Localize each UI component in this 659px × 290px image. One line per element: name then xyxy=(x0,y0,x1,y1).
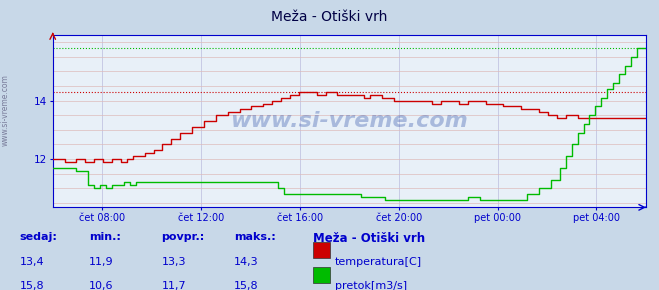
Text: 15,8: 15,8 xyxy=(20,281,44,290)
Text: povpr.:: povpr.: xyxy=(161,232,205,242)
Text: www.si-vreme.com: www.si-vreme.com xyxy=(1,74,10,146)
Text: maks.:: maks.: xyxy=(234,232,275,242)
Text: temperatura[C]: temperatura[C] xyxy=(335,257,422,267)
Text: 13,3: 13,3 xyxy=(161,257,186,267)
Text: pretok[m3/s]: pretok[m3/s] xyxy=(335,281,407,290)
Text: 10,6: 10,6 xyxy=(89,281,113,290)
Text: 13,4: 13,4 xyxy=(20,257,44,267)
Text: 14,3: 14,3 xyxy=(234,257,258,267)
Text: 11,9: 11,9 xyxy=(89,257,113,267)
Text: www.si-vreme.com: www.si-vreme.com xyxy=(231,111,468,131)
Text: Meža - Otiški vrh: Meža - Otiški vrh xyxy=(272,10,387,24)
Text: sedaj:: sedaj: xyxy=(20,232,57,242)
Text: 15,8: 15,8 xyxy=(234,281,258,290)
Text: Meža - Otiški vrh: Meža - Otiški vrh xyxy=(313,232,425,245)
Text: 11,7: 11,7 xyxy=(161,281,186,290)
Text: min.:: min.: xyxy=(89,232,121,242)
